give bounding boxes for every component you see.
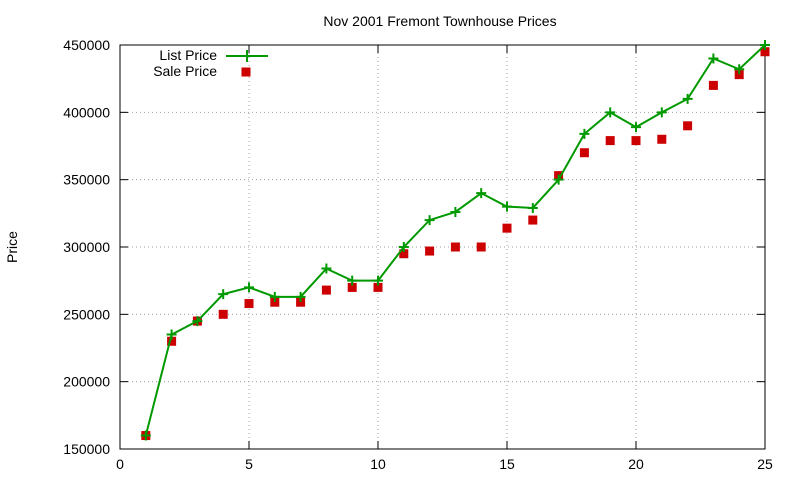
list-price-point xyxy=(244,282,254,293)
list-price-point xyxy=(708,53,719,64)
sale-price-point xyxy=(476,242,486,252)
y-tick-label: 350000 xyxy=(63,172,110,188)
list-price-point xyxy=(192,316,203,327)
sale-price-point xyxy=(605,136,615,146)
chart-title: Nov 2001 Fremont Townhouse Prices xyxy=(323,13,556,29)
list-price-point xyxy=(502,201,512,212)
legend: List Price Sale Price xyxy=(153,47,268,79)
sale-price-point xyxy=(321,285,331,295)
x-axis-tick-labels: 0 5 10 15 20 25 xyxy=(116,456,773,472)
sale-price-point xyxy=(244,299,254,309)
sale-price-point xyxy=(631,136,641,146)
sale-price-point xyxy=(683,121,693,131)
x-tick-label: 15 xyxy=(499,456,515,472)
sale-price-point xyxy=(167,336,177,346)
list-price-point xyxy=(553,174,564,185)
list-price-point xyxy=(347,275,358,286)
list-price-point xyxy=(579,128,590,139)
y-tick-label: 200000 xyxy=(63,374,110,390)
legend-label-list-price: List Price xyxy=(159,47,217,63)
y-tick-label: 400000 xyxy=(63,104,110,120)
list-price-point xyxy=(166,329,177,340)
sale-price-point xyxy=(296,297,306,307)
list-price-point xyxy=(734,64,745,75)
sale-price-point xyxy=(347,282,357,292)
sale-price-point xyxy=(450,242,460,252)
list-price-point xyxy=(295,291,306,302)
list-price-point xyxy=(140,430,151,441)
x-tick-label: 20 xyxy=(628,456,644,472)
list-price-point xyxy=(760,40,770,50)
x-tick-label: 0 xyxy=(116,456,124,472)
y-tick-label: 150000 xyxy=(63,441,110,457)
legend-label-sale-price: Sale Price xyxy=(153,63,217,79)
sale-price-point xyxy=(657,134,667,144)
grid xyxy=(120,45,765,449)
sale-price-point xyxy=(373,282,383,292)
list-price-point xyxy=(321,263,332,274)
sale-price-point xyxy=(579,148,589,158)
legend-marker-list-price xyxy=(241,50,253,62)
list-price-point xyxy=(373,275,383,286)
list-price-point xyxy=(527,202,538,213)
list-price-line xyxy=(144,44,766,436)
legend-marker-sale-price xyxy=(241,67,251,77)
x-tick-label: 5 xyxy=(245,456,253,472)
sale-price-point xyxy=(760,47,770,57)
y-tick-label: 300000 xyxy=(63,239,110,255)
list-price-point xyxy=(424,215,435,226)
list-price-point xyxy=(631,122,641,133)
sale-price-point xyxy=(708,80,718,90)
y-tick-label: 250000 xyxy=(63,306,110,322)
sale-price-point xyxy=(734,70,744,80)
sale-price-point xyxy=(399,249,409,259)
x-tick-label: 25 xyxy=(757,456,773,472)
series xyxy=(140,40,770,441)
list-price-point xyxy=(605,107,616,118)
y-axis-label: Price xyxy=(4,231,20,263)
sale-price-point xyxy=(270,297,280,307)
sale-price-point xyxy=(218,309,228,319)
list-price-point xyxy=(269,291,280,302)
y-axis-tick-labels: 150000 200000 250000 300000 350000 400000 4500… xyxy=(63,37,110,457)
sale-price-point xyxy=(502,223,512,233)
y-tick-label: 450000 xyxy=(63,37,110,53)
axis-ticks xyxy=(119,44,766,450)
list-price-point xyxy=(656,107,667,118)
sale-price-point xyxy=(425,246,435,256)
list-price-point xyxy=(398,242,409,252)
list-price-point xyxy=(682,93,693,104)
list-price-point xyxy=(476,188,487,199)
sale-price-point xyxy=(528,215,538,225)
x-tick-label: 10 xyxy=(370,456,386,472)
list-price-point xyxy=(450,206,461,217)
list-price-point xyxy=(218,289,229,300)
